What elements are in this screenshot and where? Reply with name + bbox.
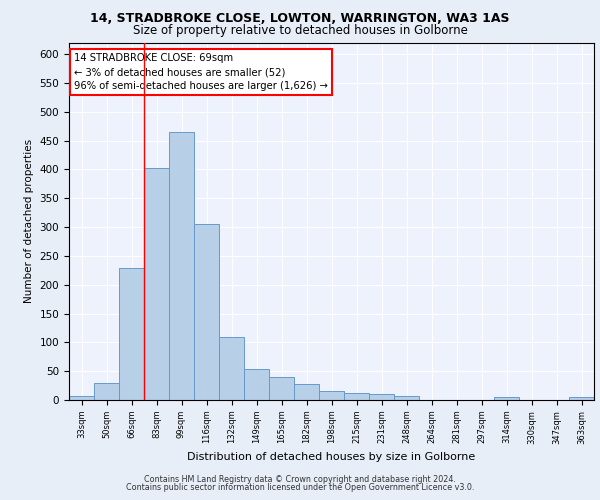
Bar [94, 382, 119, 400]
Bar [494, 397, 519, 400]
X-axis label: Distribution of detached houses by size in Golborne: Distribution of detached houses by size … [187, 452, 476, 462]
Bar [169, 132, 194, 400]
Bar [219, 336, 244, 400]
Bar [394, 396, 419, 400]
Bar [144, 168, 169, 400]
Text: 14, STRADBROKE CLOSE, LOWTON, WARRINGTON, WA3 1AS: 14, STRADBROKE CLOSE, LOWTON, WARRINGTON… [90, 12, 510, 26]
Text: 14 STRADBROKE CLOSE: 69sqm
← 3% of detached houses are smaller (52)
96% of semi-: 14 STRADBROKE CLOSE: 69sqm ← 3% of detac… [74, 53, 328, 91]
Bar [344, 392, 369, 400]
Text: Contains public sector information licensed under the Open Government Licence v3: Contains public sector information licen… [126, 483, 474, 492]
Bar [569, 397, 594, 400]
Bar [119, 268, 144, 400]
Bar [69, 396, 94, 400]
Bar [194, 224, 219, 400]
Bar [269, 377, 294, 400]
Bar [369, 394, 394, 400]
Bar [244, 369, 269, 400]
Text: Contains HM Land Registry data © Crown copyright and database right 2024.: Contains HM Land Registry data © Crown c… [144, 475, 456, 484]
Bar [319, 392, 344, 400]
Y-axis label: Number of detached properties: Number of detached properties [24, 139, 34, 304]
Text: Size of property relative to detached houses in Golborne: Size of property relative to detached ho… [133, 24, 467, 37]
Bar [294, 384, 319, 400]
